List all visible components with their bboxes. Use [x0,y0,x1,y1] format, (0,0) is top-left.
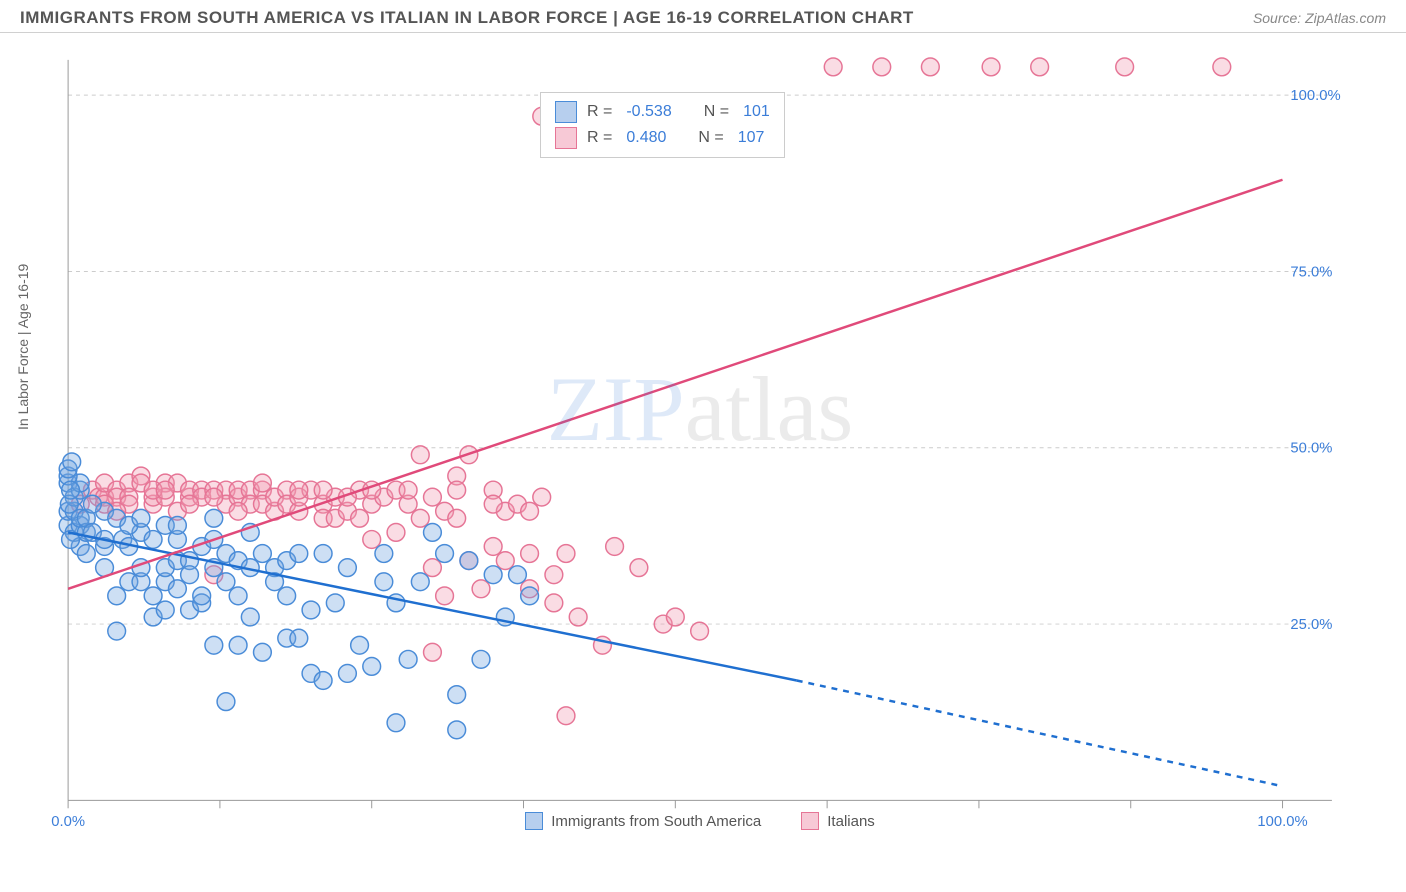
n-label: N = [704,103,729,121]
svg-text:25.0%: 25.0% [1290,617,1332,633]
svg-text:100.0%: 100.0% [1290,88,1340,104]
y-axis-label: In Labor Force | Age 16-19 [15,264,31,430]
legend-item: Italians [801,812,875,830]
scatter-plot: 25.0%50.0%75.0%100.0%0.0%100.0% [50,50,1350,830]
svg-text:75.0%: 75.0% [1290,264,1332,280]
legend-item: Immigrants from South America [525,812,761,830]
n-label: N = [698,129,723,147]
r-label: R = [587,103,612,121]
legend-swatch-blue [525,812,543,830]
svg-text:50.0%: 50.0% [1290,441,1332,457]
correlation-legend: R = -0.538 N = 101 R = 0.480 N = 107 [540,92,785,158]
legend-row: R = 0.480 N = 107 [555,125,770,151]
legend-label: Italians [827,813,875,830]
r-label: R = [587,129,612,147]
r-value: -0.538 [626,103,671,121]
r-value: 0.480 [626,129,666,147]
n-value: 101 [743,103,770,121]
legend-row: R = -0.538 N = 101 [555,99,770,125]
chart-title: IMMIGRANTS FROM SOUTH AMERICA VS ITALIAN… [20,8,914,28]
chart-area: 25.0%50.0%75.0%100.0%0.0%100.0% ZIPatlas… [50,50,1350,830]
legend-label: Immigrants from South America [551,813,761,830]
legend-swatch-pink [555,127,577,149]
legend-swatch-blue [555,101,577,123]
legend-swatch-pink [801,812,819,830]
source-label: Source: ZipAtlas.com [1253,10,1386,26]
n-value: 107 [738,129,765,147]
series-legend: Immigrants from South America Italians [50,812,1350,830]
title-bar: IMMIGRANTS FROM SOUTH AMERICA VS ITALIAN… [0,0,1406,33]
